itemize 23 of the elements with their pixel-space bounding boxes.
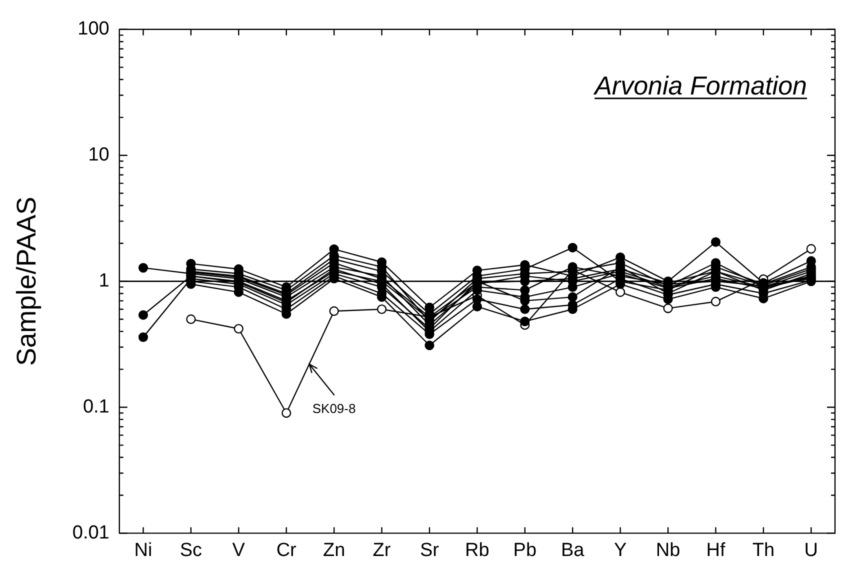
text: Arvonia Formation bbox=[592, 70, 807, 100]
x-tick-label: Zn bbox=[322, 540, 346, 561]
x-tick-label: Y bbox=[614, 540, 627, 561]
x-tick-label: Zr bbox=[372, 540, 392, 561]
y-tick-label: 1 bbox=[98, 270, 110, 292]
x-tick-label: U bbox=[804, 540, 818, 561]
x-tick-label: Hf bbox=[706, 540, 726, 561]
x-tick-label: Ni bbox=[134, 540, 152, 561]
y-tick-label: 100 bbox=[78, 18, 110, 40]
x-tick-label: Rb bbox=[465, 540, 490, 561]
x-tick-label: Cr bbox=[276, 540, 298, 561]
y-tick-label: 10 bbox=[88, 144, 110, 166]
y-tick-label: 0.1 bbox=[82, 396, 110, 418]
x-tick-label: Sr bbox=[420, 540, 440, 561]
x-tick-label: Nb bbox=[656, 540, 680, 561]
annotation: SK09-8 bbox=[312, 400, 356, 416]
x-tick-label: V bbox=[232, 540, 246, 561]
x-tick-label: Sc bbox=[180, 540, 202, 561]
y-axis-title: Sample/PAAS bbox=[12, 196, 42, 366]
x-tick-label: Pb bbox=[513, 540, 537, 561]
x-tick-label: Th bbox=[752, 540, 775, 561]
y-tick-label: 0.01 bbox=[72, 522, 110, 544]
x-tick-label: Ba bbox=[560, 540, 585, 561]
